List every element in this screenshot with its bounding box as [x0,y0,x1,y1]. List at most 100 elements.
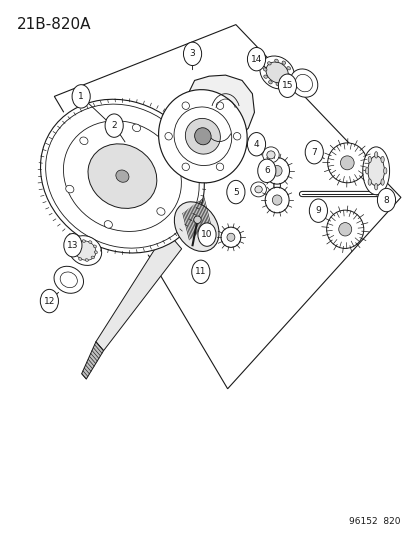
Ellipse shape [264,158,289,184]
Ellipse shape [274,59,278,62]
Ellipse shape [40,99,204,253]
Ellipse shape [271,165,281,176]
Text: 3: 3 [189,50,195,58]
Ellipse shape [266,151,274,159]
Circle shape [377,188,394,212]
Ellipse shape [380,179,383,185]
Ellipse shape [374,183,377,190]
Circle shape [278,74,296,98]
Text: 12: 12 [44,296,55,305]
Circle shape [257,159,275,182]
Polygon shape [54,25,400,389]
Ellipse shape [326,210,363,248]
Text: 9: 9 [315,206,320,215]
Ellipse shape [69,236,102,265]
Ellipse shape [367,179,370,185]
Ellipse shape [88,241,92,244]
Ellipse shape [367,156,384,185]
Text: 4: 4 [253,140,259,149]
Ellipse shape [182,102,189,109]
Text: 96152  820: 96152 820 [349,517,400,526]
Ellipse shape [374,152,377,158]
Polygon shape [184,75,254,147]
Ellipse shape [265,187,288,213]
Ellipse shape [193,216,201,223]
Ellipse shape [37,96,207,256]
Ellipse shape [233,133,240,140]
Circle shape [226,180,244,204]
Ellipse shape [327,143,366,183]
Ellipse shape [216,163,223,171]
Ellipse shape [290,69,317,97]
Ellipse shape [380,156,383,163]
Text: 7: 7 [311,148,316,157]
Circle shape [40,289,58,313]
Circle shape [183,42,201,66]
Ellipse shape [94,251,97,254]
Ellipse shape [266,62,287,83]
Polygon shape [81,342,103,379]
Polygon shape [96,231,181,351]
Ellipse shape [367,156,370,163]
Ellipse shape [132,124,140,132]
Circle shape [247,133,265,156]
Text: 10: 10 [201,230,212,239]
Ellipse shape [268,80,272,84]
Ellipse shape [194,128,211,145]
Ellipse shape [78,257,82,260]
Ellipse shape [286,67,290,70]
Circle shape [64,233,82,257]
Ellipse shape [45,104,199,248]
Ellipse shape [281,61,285,64]
Text: 6: 6 [263,166,269,175]
Circle shape [247,47,265,71]
Ellipse shape [216,102,223,109]
Ellipse shape [263,75,267,78]
Circle shape [105,114,123,138]
Ellipse shape [362,147,389,195]
Ellipse shape [73,247,76,251]
Circle shape [197,223,216,246]
Ellipse shape [174,202,218,252]
Text: 2: 2 [111,121,117,130]
Ellipse shape [82,240,85,243]
Ellipse shape [185,118,220,154]
Ellipse shape [263,68,266,71]
Text: 21B-820A: 21B-820A [17,17,91,31]
Ellipse shape [259,56,294,89]
Ellipse shape [262,147,278,163]
Ellipse shape [157,208,165,215]
Ellipse shape [93,245,96,248]
Text: 14: 14 [250,55,261,63]
Ellipse shape [282,80,286,83]
Ellipse shape [54,266,83,293]
Ellipse shape [365,167,368,174]
Ellipse shape [104,221,112,228]
Text: 5: 5 [233,188,238,197]
Circle shape [304,141,323,164]
Ellipse shape [226,233,234,241]
Ellipse shape [339,156,353,170]
Text: 13: 13 [67,241,78,250]
Ellipse shape [182,163,189,171]
Ellipse shape [91,256,94,259]
Ellipse shape [272,195,281,205]
Circle shape [191,260,209,284]
Circle shape [72,85,90,108]
Ellipse shape [74,241,96,260]
Ellipse shape [250,182,266,197]
Ellipse shape [76,243,79,245]
Ellipse shape [74,253,77,256]
Ellipse shape [116,170,129,182]
Ellipse shape [60,272,77,288]
Ellipse shape [338,223,351,236]
Text: 8: 8 [383,196,388,205]
Ellipse shape [88,144,157,208]
Ellipse shape [164,133,172,140]
Text: 15: 15 [281,81,292,90]
Ellipse shape [171,159,179,167]
Ellipse shape [254,186,262,193]
Ellipse shape [63,121,181,231]
Ellipse shape [267,62,271,65]
Ellipse shape [221,227,240,247]
